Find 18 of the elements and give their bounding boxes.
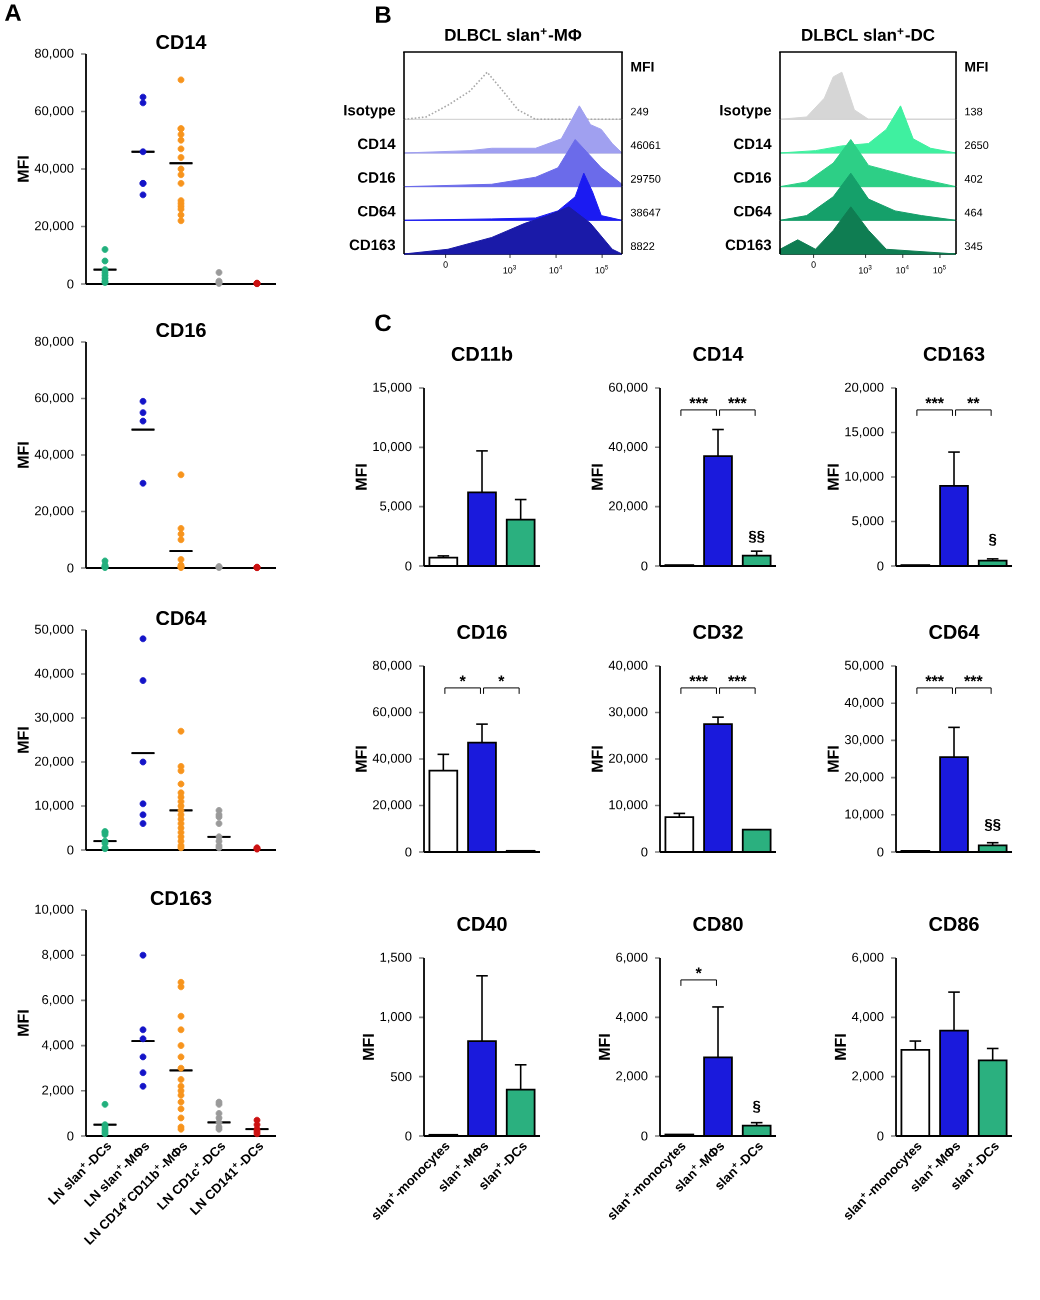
chart-title: CD11b <box>451 346 513 362</box>
chart-title: DLBCL slan$^{+}$-MΦ <box>445 28 582 41</box>
chart-title: CD40 <box>457 916 507 932</box>
chart-title: CD14 <box>693 346 744 362</box>
text: C <box>375 314 392 332</box>
chart-title: CD16 <box>457 624 507 640</box>
chart-title: CD16 <box>156 323 206 338</box>
chart-title: CD163 <box>150 890 212 906</box>
chart-title: CD32 <box>693 624 743 640</box>
chart-title: DLBCL slan$^{+}$-DC <box>802 28 935 41</box>
chart-title: CD14 <box>156 34 207 50</box>
chart-title: CD64 <box>156 611 207 626</box>
chart-title: CD80 <box>693 916 743 932</box>
chart-title: CD64 <box>929 624 980 640</box>
text: A <box>4 4 22 21</box>
chart-title: CD163 <box>923 346 985 362</box>
text: B <box>376 6 391 23</box>
chart-title: CD86 <box>929 916 979 932</box>
